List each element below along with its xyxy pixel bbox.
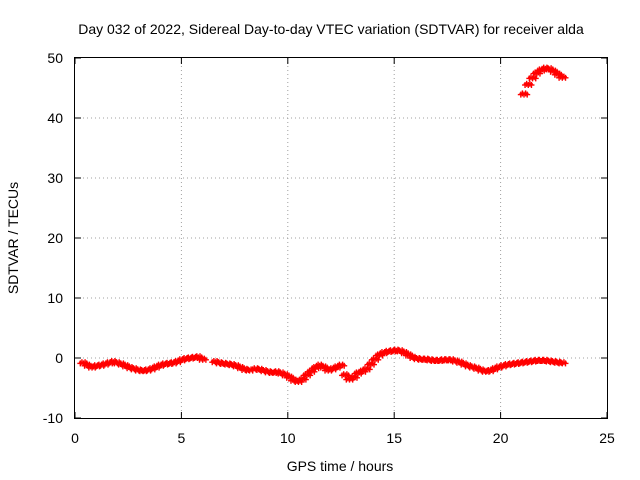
data-point xyxy=(375,356,382,363)
y-tick-label: 20 xyxy=(47,230,63,246)
y-tick-label: 30 xyxy=(47,170,63,186)
data-point xyxy=(302,376,309,383)
data-points xyxy=(77,64,569,385)
y-tick-label: -10 xyxy=(43,410,63,426)
x-tick-label: 10 xyxy=(280,430,296,446)
x-tick-labels: 0 5 10 15 20 25 xyxy=(71,430,615,446)
grid-lines xyxy=(75,58,607,418)
data-point xyxy=(366,366,373,373)
x-tick-label: 25 xyxy=(599,430,615,446)
x-tick-label: 0 xyxy=(71,430,79,446)
y-tick-labels: -10 0 10 20 30 40 50 xyxy=(43,50,63,426)
data-point xyxy=(562,74,569,81)
x-tick-label: 20 xyxy=(493,430,509,446)
data-point xyxy=(341,362,348,369)
data-point xyxy=(353,374,360,381)
data-point xyxy=(524,91,531,98)
y-tick-label: 50 xyxy=(47,50,63,66)
y-tick-label: 0 xyxy=(55,350,63,366)
x-tick-label: 15 xyxy=(386,430,402,446)
x-axis-label: GPS time / hours xyxy=(287,458,394,474)
data-point xyxy=(532,75,539,82)
plot-frame xyxy=(74,57,608,419)
data-point xyxy=(562,360,569,367)
chart-title: Day 032 of 2022, Sidereal Day-to-day VTE… xyxy=(78,21,584,37)
data-point xyxy=(528,82,535,88)
y-tick-label: 40 xyxy=(47,110,63,126)
y-axis-label: SDTVAR / TECUs xyxy=(5,182,21,294)
x-tick-label: 5 xyxy=(178,430,186,446)
data-point xyxy=(370,361,377,368)
y-tick-label: 10 xyxy=(47,290,63,306)
data-point xyxy=(202,356,209,363)
